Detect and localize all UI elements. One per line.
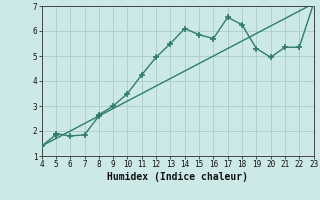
X-axis label: Humidex (Indice chaleur): Humidex (Indice chaleur) (107, 172, 248, 182)
